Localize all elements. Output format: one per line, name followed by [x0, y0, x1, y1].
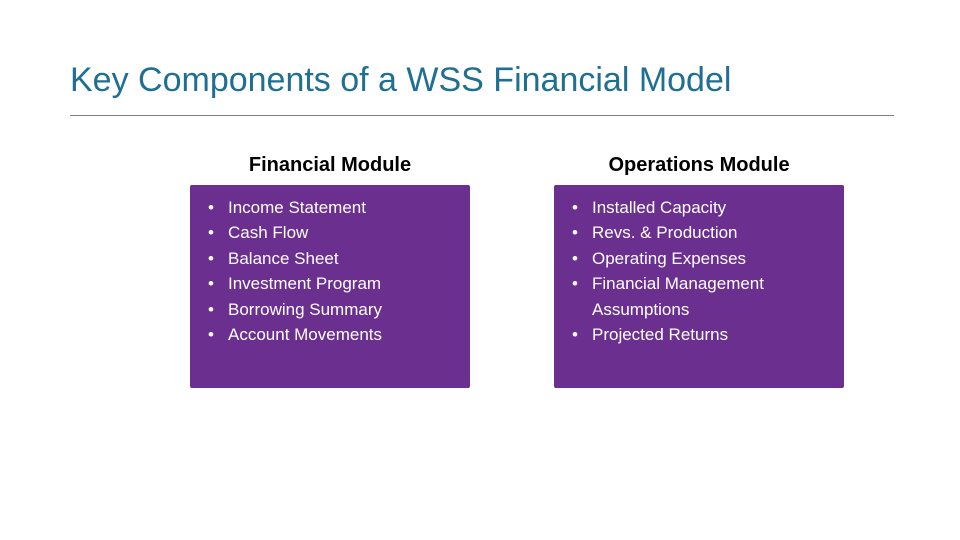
card-operations: Operations Module Installed Capacity Rev… [554, 151, 844, 388]
list-item: Borrowing Summary [204, 297, 448, 323]
card-financial: Financial Module Income Statement Cash F… [190, 151, 470, 388]
card-list-financial: Income Statement Cash Flow Balance Sheet… [204, 195, 448, 348]
modules-row: Financial Module Income Statement Cash F… [190, 151, 890, 388]
list-item: Investment Program [204, 271, 448, 297]
card-body-financial: Income Statement Cash Flow Balance Sheet… [190, 185, 470, 388]
card-header-operations: Operations Module [554, 151, 844, 183]
slide: Key Components of a WSS Financial Model … [0, 0, 960, 540]
card-header-financial: Financial Module [190, 151, 470, 183]
list-item: Financial Management Assumptions [568, 271, 822, 322]
card-body-operations: Installed Capacity Revs. & Production Op… [554, 185, 844, 388]
list-item: Cash Flow [204, 220, 448, 246]
title-rule [70, 115, 894, 116]
list-item: Account Movements [204, 322, 448, 348]
list-item: Installed Capacity [568, 195, 822, 221]
list-item: Balance Sheet [204, 246, 448, 272]
list-item: Revs. & Production [568, 220, 822, 246]
list-item: Projected Returns [568, 322, 822, 348]
list-item: Income Statement [204, 195, 448, 221]
list-item: Operating Expenses [568, 246, 822, 272]
card-list-operations: Installed Capacity Revs. & Production Op… [568, 195, 822, 348]
slide-title: Key Components of a WSS Financial Model [70, 60, 890, 101]
